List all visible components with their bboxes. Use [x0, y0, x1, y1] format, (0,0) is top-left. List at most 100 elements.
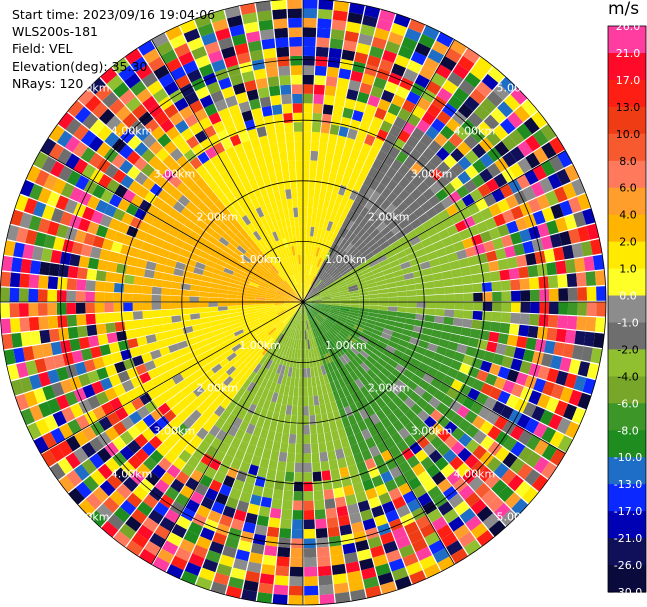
velocity-gate	[141, 148, 156, 163]
velocity-gate	[225, 95, 238, 108]
velocity-gate	[405, 284, 416, 291]
velocity-gate	[273, 161, 282, 173]
velocity-gate	[508, 267, 520, 280]
velocity-gate	[443, 154, 458, 169]
velocity-gate	[211, 363, 223, 374]
colorbar-tick-label: -30.0	[614, 586, 642, 599]
velocity-gate	[577, 226, 590, 242]
velocity-gate	[283, 208, 290, 219]
velocity-gate	[312, 112, 322, 123]
velocity-gate	[241, 275, 251, 282]
velocity-gate	[95, 270, 107, 282]
velocity-gate	[559, 230, 572, 246]
velocity-gate	[499, 76, 517, 94]
velocity-gate	[211, 378, 223, 389]
velocity-gate	[366, 278, 377, 285]
velocity-gate	[350, 381, 360, 392]
velocity-gate	[239, 338, 250, 347]
velocity-gate	[176, 231, 188, 242]
velocity-gate	[359, 195, 370, 207]
velocity-gate	[20, 408, 35, 426]
velocity-gate	[320, 123, 331, 134]
velocity-gate	[138, 40, 156, 56]
velocity-gate	[492, 237, 504, 250]
velocity-gate	[477, 339, 489, 351]
velocity-gate	[203, 369, 215, 380]
velocity-gate	[214, 393, 226, 405]
velocity-gate	[277, 323, 286, 332]
velocity-gate	[493, 124, 509, 141]
velocity-gate	[450, 548, 468, 564]
velocity-gate	[95, 313, 106, 324]
velocity-gate	[307, 264, 311, 275]
velocity-gate	[225, 333, 236, 341]
velocity-gate	[148, 169, 162, 183]
velocity-gate	[201, 184, 214, 197]
velocity-gate	[115, 105, 132, 122]
velocity-gate	[329, 268, 339, 277]
velocity-gate	[215, 429, 228, 442]
velocity-gate	[50, 208, 64, 223]
velocity-gate	[353, 355, 364, 366]
velocity-gate	[188, 230, 200, 241]
velocity-gate	[210, 581, 227, 595]
velocity-gate	[349, 403, 359, 415]
velocity-gate	[273, 276, 282, 285]
colorbar-segment	[608, 403, 646, 431]
velocity-gate	[357, 316, 367, 323]
velocity-gate	[338, 331, 348, 340]
velocity-gate	[94, 292, 105, 302]
velocity-gate	[287, 0, 302, 9]
velocity-gate	[367, 167, 379, 179]
velocity-gate	[320, 290, 330, 296]
velocity-gate	[251, 455, 262, 467]
velocity-gate	[340, 58, 354, 71]
velocity-gate	[110, 241, 123, 253]
velocity-gate	[407, 498, 422, 513]
velocity-gate	[313, 84, 325, 95]
velocity-gate	[303, 8, 318, 19]
velocity-gate	[196, 504, 211, 519]
velocity-gate	[75, 291, 86, 302]
velocity-gate	[497, 333, 509, 345]
velocity-gate	[472, 430, 487, 445]
velocity-gate	[195, 164, 208, 177]
velocity-gate	[264, 57, 278, 69]
velocity-gate	[249, 316, 259, 323]
velocity-gate	[555, 328, 567, 343]
velocity-gate	[258, 344, 268, 354]
velocity-gate	[289, 266, 295, 276]
velocity-gate	[220, 398, 231, 410]
velocity-gate	[300, 339, 303, 350]
velocity-gate	[222, 325, 233, 333]
velocity-gate	[300, 320, 302, 331]
velocity-gate	[237, 349, 247, 359]
velocity-gate	[293, 329, 298, 339]
velocity-gate	[139, 372, 152, 384]
velocity-gate	[403, 397, 416, 409]
velocity-gate	[241, 322, 252, 329]
velocity-gate	[253, 446, 264, 458]
velocity-gate	[294, 131, 303, 142]
velocity-gate	[338, 264, 347, 273]
velocity-gate	[332, 10, 348, 22]
velocity-gate	[380, 187, 392, 199]
velocity-gate	[208, 400, 220, 413]
velocity-gate	[309, 308, 318, 316]
velocity-gate	[34, 169, 50, 187]
velocity-gate	[525, 135, 541, 152]
velocity-gate	[246, 304, 256, 308]
velocity-gate	[289, 217, 295, 228]
velocity-gate	[321, 384, 328, 395]
velocity-gate	[294, 245, 298, 256]
velocity-gate	[303, 349, 306, 359]
colorbar-tick-label: -21.0	[614, 532, 642, 545]
velocity-gate	[255, 207, 265, 218]
velocity-gate	[291, 226, 296, 237]
velocity-gate	[269, 421, 278, 432]
velocity-gate	[316, 227, 323, 238]
velocity-gate	[245, 266, 256, 274]
velocity-gate	[374, 170, 385, 183]
velocity-gate	[339, 289, 350, 294]
velocity-gate	[385, 167, 398, 180]
